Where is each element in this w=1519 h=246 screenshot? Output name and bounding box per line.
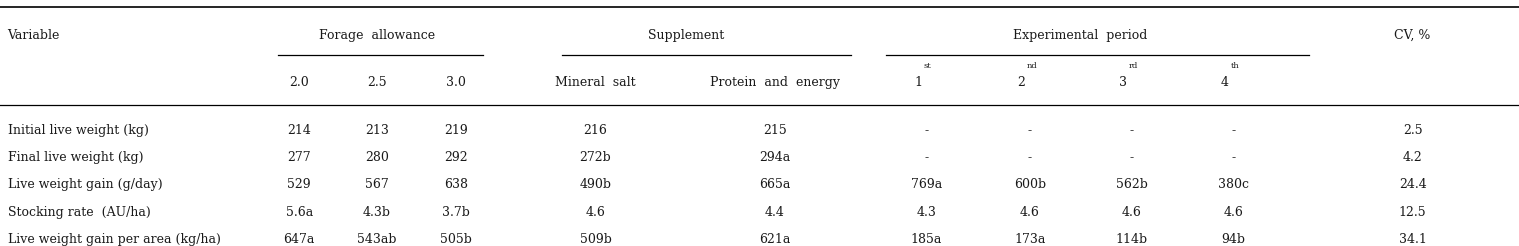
Text: 3.0: 3.0: [445, 76, 466, 89]
Text: 4: 4: [1221, 76, 1229, 89]
Text: Final live weight (kg): Final live weight (kg): [8, 152, 143, 164]
Text: 3.7b: 3.7b: [442, 206, 469, 218]
Text: 34.1: 34.1: [1399, 233, 1426, 246]
Text: 567: 567: [365, 179, 389, 191]
Text: Mineral  salt: Mineral salt: [554, 76, 636, 89]
Text: 4.4: 4.4: [764, 206, 785, 218]
Text: 600b: 600b: [1013, 179, 1047, 191]
Text: 380c: 380c: [1218, 179, 1249, 191]
Text: 2.5: 2.5: [368, 76, 386, 89]
Text: 4.6: 4.6: [585, 206, 606, 218]
Text: -: -: [925, 152, 928, 164]
Text: -: -: [1028, 152, 1031, 164]
Text: 219: 219: [444, 124, 468, 137]
Text: rd: rd: [1129, 62, 1138, 70]
Text: 2.0: 2.0: [289, 76, 310, 89]
Text: 1: 1: [914, 76, 922, 89]
Text: Protein  and  energy: Protein and energy: [709, 76, 840, 89]
Text: 213: 213: [365, 124, 389, 137]
Text: -: -: [1232, 124, 1235, 137]
Text: -: -: [1232, 152, 1235, 164]
Text: 638: 638: [444, 179, 468, 191]
Text: 173a: 173a: [1015, 233, 1045, 246]
Text: 4.6: 4.6: [1019, 206, 1041, 218]
Text: Initial live weight (kg): Initial live weight (kg): [8, 124, 149, 137]
Text: th: th: [1230, 62, 1240, 70]
Text: 280: 280: [365, 152, 389, 164]
Text: 4.3b: 4.3b: [363, 206, 390, 218]
Text: 272b: 272b: [580, 152, 611, 164]
Text: 216: 216: [583, 124, 608, 137]
Text: 185a: 185a: [911, 233, 942, 246]
Text: nd: nd: [1027, 62, 1037, 70]
Text: 562b: 562b: [1116, 179, 1147, 191]
Text: 94b: 94b: [1221, 233, 1246, 246]
Text: Supplement: Supplement: [649, 29, 725, 42]
Text: Live weight gain (g/day): Live weight gain (g/day): [8, 179, 163, 191]
Text: 214: 214: [287, 124, 311, 137]
Text: 647a: 647a: [284, 233, 314, 246]
Text: Forage  allowance: Forage allowance: [319, 29, 434, 42]
Text: 2.5: 2.5: [1404, 124, 1422, 137]
Text: 4.6: 4.6: [1223, 206, 1244, 218]
Text: -: -: [1028, 124, 1031, 137]
Text: -: -: [1130, 152, 1133, 164]
Text: 529: 529: [287, 179, 311, 191]
Text: 294a: 294a: [760, 152, 790, 164]
Text: 5.6a: 5.6a: [286, 206, 313, 218]
Text: 769a: 769a: [911, 179, 942, 191]
Text: CV, %: CV, %: [1394, 29, 1431, 42]
Text: -: -: [1130, 124, 1133, 137]
Text: 2: 2: [1018, 76, 1025, 89]
Text: 665a: 665a: [760, 179, 790, 191]
Text: 292: 292: [444, 152, 468, 164]
Text: 12.5: 12.5: [1399, 206, 1426, 218]
Text: -: -: [925, 124, 928, 137]
Text: 490b: 490b: [579, 179, 612, 191]
Text: 4.3: 4.3: [916, 206, 937, 218]
Text: Stocking rate  (AU/ha): Stocking rate (AU/ha): [8, 206, 150, 218]
Text: Live weight gain per area (kg/ha): Live weight gain per area (kg/ha): [8, 233, 220, 246]
Text: 114b: 114b: [1115, 233, 1148, 246]
Text: st: st: [924, 62, 931, 70]
Text: 505b: 505b: [441, 233, 471, 246]
Text: 277: 277: [287, 152, 311, 164]
Text: 509b: 509b: [580, 233, 611, 246]
Text: 543ab: 543ab: [357, 233, 396, 246]
Text: 621a: 621a: [760, 233, 790, 246]
Text: 4.2: 4.2: [1402, 152, 1423, 164]
Text: Variable: Variable: [8, 29, 59, 42]
Text: 4.6: 4.6: [1121, 206, 1142, 218]
Text: 24.4: 24.4: [1399, 179, 1426, 191]
Text: Experimental  period: Experimental period: [1013, 29, 1147, 42]
Text: 215: 215: [763, 124, 787, 137]
Text: 3: 3: [1120, 76, 1127, 89]
